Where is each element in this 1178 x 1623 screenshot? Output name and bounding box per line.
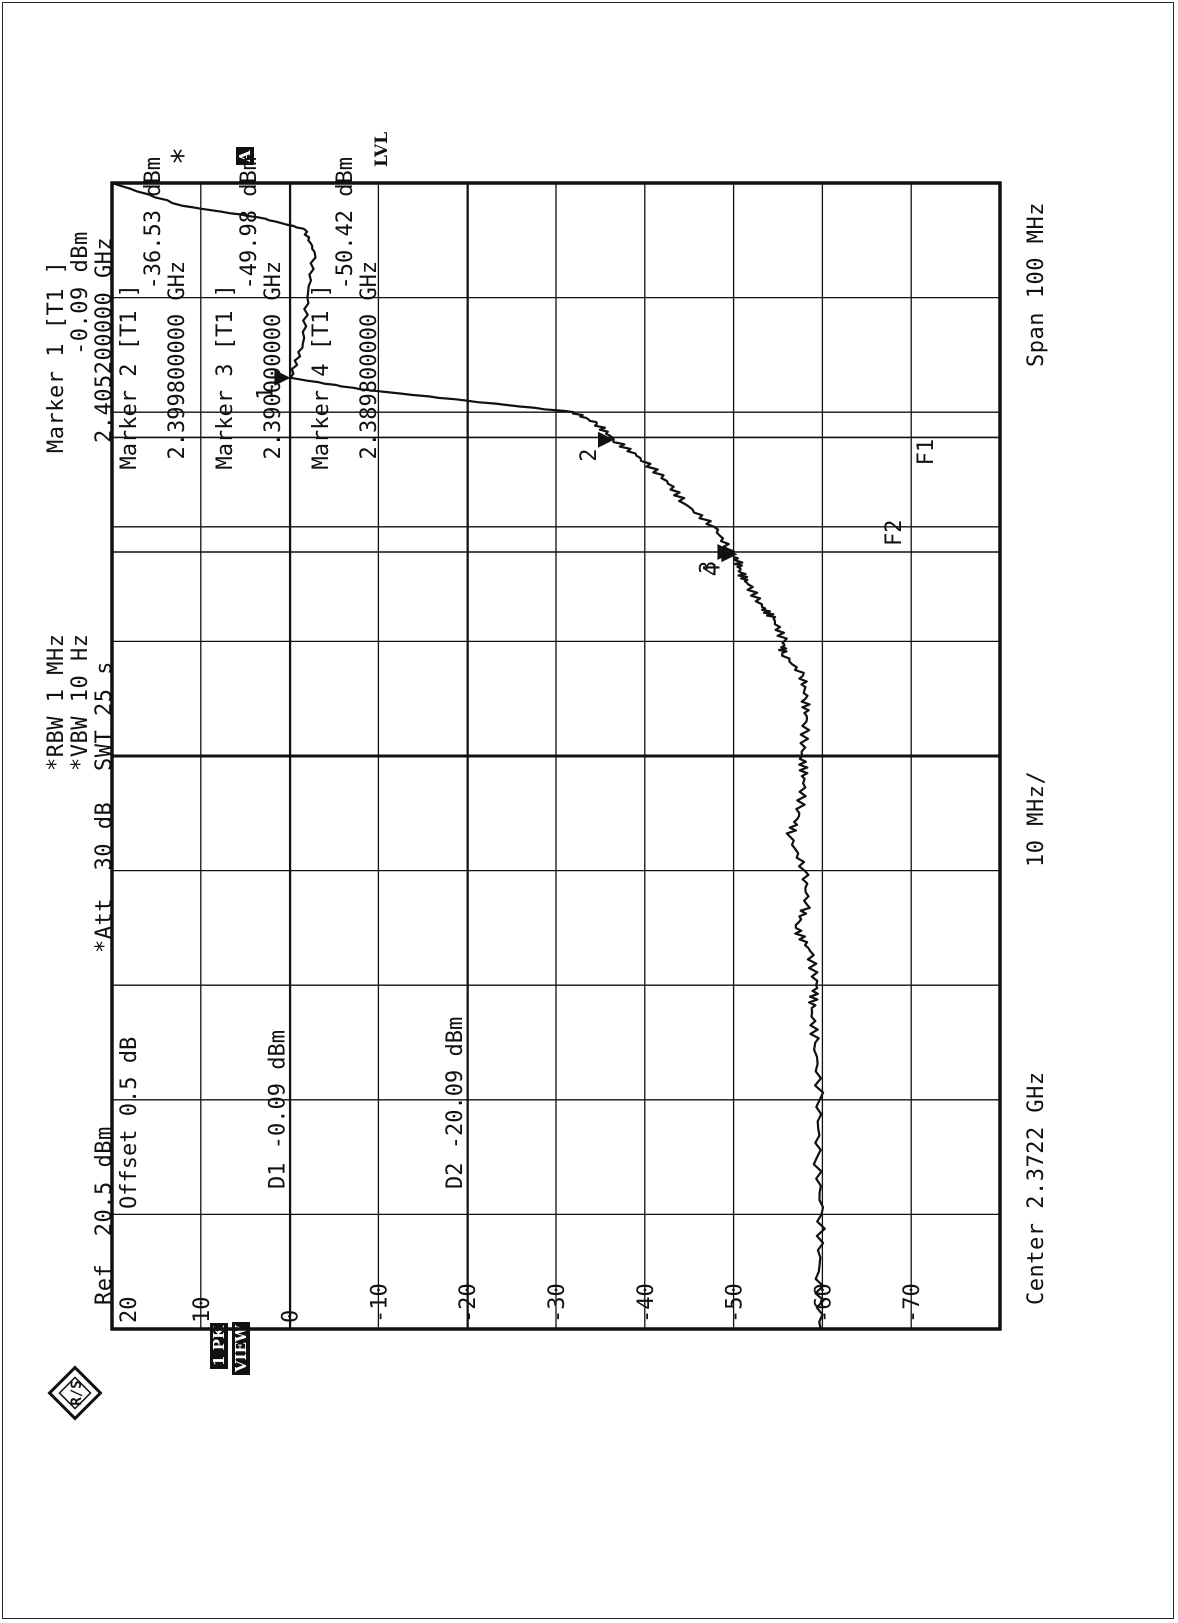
marker-table-title: Marker 2 [T1 ] [117,284,142,469]
y-tick-label: -70 [900,1283,925,1323]
marker-table-title: Marker 3 [T1 ] [213,284,238,469]
in-plot-labels: D1 -0.09 dBm D2 -20.09 dBm F1 F2 Offset 0.5 … [117,157,939,1209]
marker-table-level: -36.53 dBm [141,157,166,289]
marker-table-level: -50.42 dBm [333,157,358,289]
display-line-d1-label: D1 -0.09 dBm [265,1030,290,1189]
marker-table-frequency: 2.399800000 GHz [165,261,190,460]
reference-lines [112,183,1000,1329]
marker-1-triangle [274,369,291,386]
marker-table-frequency: 2.390000000 GHz [261,261,286,460]
marker-3-label: 3 [696,561,721,574]
svg-text:R/S: R/S [69,1380,85,1405]
y-tick-label: 20 [117,1297,142,1324]
y-tick-label: -10 [367,1283,392,1323]
grid [110,181,1002,1331]
display-line-d2-label: D2 -20.09 dBm [443,1017,468,1189]
marker-4-triangle [721,546,738,563]
frequency-line-f1-label: F1 [914,439,939,466]
rs-logo: R/S [47,1365,103,1421]
y-tick-label: -60 [811,1283,836,1323]
y-tick-label: -30 [545,1283,570,1323]
offset-label: Offset 0.5 dB [117,1037,142,1209]
marker-table-frequency: 2.389800000 GHz [357,261,382,460]
marker-1-label: 1 [253,387,278,400]
y-tick-labels: 20 10 0 -10 -20 -30 -40 -50 -60 -70 [117,1283,925,1323]
markers: 1 2 34 [253,369,738,576]
marker-table-level: -49.98 dBm [237,157,262,289]
y-tick-label: -40 [634,1283,659,1323]
marker-table-title: Marker 4 [T1 ] [309,284,334,469]
marker-2-triangle [597,431,614,448]
marker-4-label: 4 [700,563,725,576]
trace [111,181,826,1330]
y-tick-label: -20 [456,1283,481,1323]
spectrum-trace [111,181,826,1330]
marker-2-label: 2 [577,448,602,461]
y-tick-label: 0 [279,1310,304,1323]
y-tick-label: -50 [723,1283,748,1323]
frequency-line-f2-label: F2 [882,520,907,547]
y-tick-label: 10 [190,1297,215,1324]
